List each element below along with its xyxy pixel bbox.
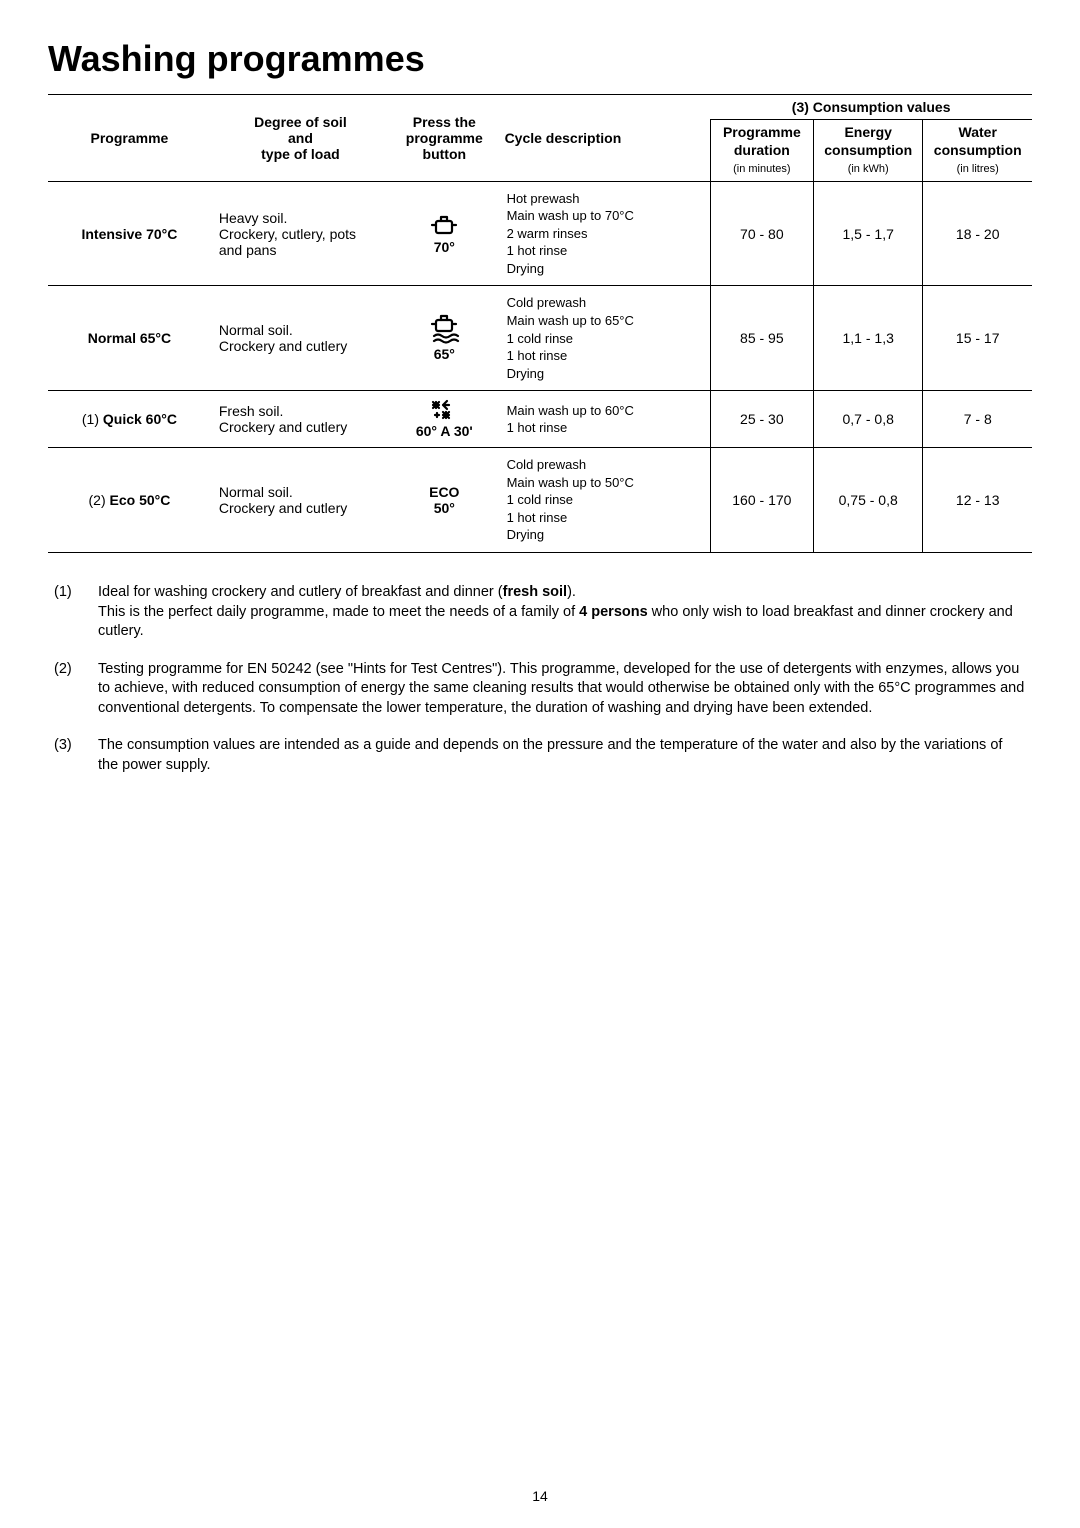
button-label: 65° — [398, 346, 491, 362]
footnote-bold: 4 persons — [579, 604, 648, 620]
sparkle-icon — [429, 399, 459, 421]
cell-soil: Normal soil. Crockery and cutlery — [211, 286, 390, 391]
table-row: Normal 65°C Normal soil. Crockery and cut… — [48, 286, 1032, 391]
footnote-3: The consumption values are intended as a… — [54, 736, 1026, 775]
cell-button: ECO 50° — [390, 448, 499, 553]
cell-programme: Intensive 70°C — [48, 181, 211, 286]
cell-energy: 0,7 - 0,8 — [813, 391, 923, 448]
cell-button: 60° A 30' — [390, 391, 499, 448]
th-cycle: Cycle description — [499, 95, 711, 182]
cell-duration: 160 - 170 — [710, 448, 813, 553]
cell-programme: (2) Eco 50°C — [48, 448, 211, 553]
th-energy-unit: (in kWh) — [848, 163, 889, 175]
button-label: 60° A 30' — [398, 423, 491, 439]
table-row: (2) Eco 50°CNormal soil. Crockery and cu… — [48, 448, 1032, 553]
cell-water: 18 - 20 — [923, 181, 1032, 286]
page-number: 14 — [0, 1488, 1080, 1504]
footnote-1: Ideal for washing crockery and cutlery o… — [54, 583, 1026, 642]
page-title: Washing programmes — [48, 38, 1032, 80]
cell-duration: 85 - 95 — [710, 286, 813, 391]
cell-duration: 70 - 80 — [710, 181, 813, 286]
pot-waves-icon — [428, 314, 460, 344]
footnotes: Ideal for washing crockery and cutlery o… — [48, 583, 1032, 776]
programme-name: Quick 60°C — [103, 411, 177, 427]
th-energy: Energy consumption (in kWh) — [813, 120, 923, 182]
footnote-text: Ideal for washing crockery and cutlery o… — [98, 584, 503, 600]
th-energy-label: Energy consumption — [824, 124, 912, 158]
cell-water: 12 - 13 — [923, 448, 1032, 553]
cell-button: 65° — [390, 286, 499, 391]
cell-programme: Normal 65°C — [48, 286, 211, 391]
cell-cycle: Hot prewash Main wash up to 70°C 2 warm … — [499, 181, 711, 286]
cell-energy: 1,1 - 1,3 — [813, 286, 923, 391]
table-header-row: Programme Degree of soil and type of loa… — [48, 95, 1032, 120]
programmes-table: Programme Degree of soil and type of loa… — [48, 94, 1032, 553]
th-soil: Degree of soil and type of load — [211, 95, 390, 182]
button-label: 70° — [398, 239, 491, 255]
cell-button: 70° — [390, 181, 499, 286]
footnote-bold: fresh soil — [503, 584, 567, 600]
cell-cycle: Cold prewash Main wash up to 65°C 1 cold… — [499, 286, 711, 391]
cell-cycle: Cold prewash Main wash up to 50°C 1 cold… — [499, 448, 711, 553]
th-water: Water consumption (in litres) — [923, 120, 1032, 182]
programme-name: Eco 50°C — [110, 492, 171, 508]
footnote-text: The consumption values are intended as a… — [98, 737, 1002, 773]
th-consumption-group: (3) Consumption values — [710, 95, 1032, 120]
th-button: Press the programme button — [390, 95, 499, 182]
pot-icon — [429, 213, 459, 237]
footnote-text: Testing programme for EN 50242 (see "Hin… — [98, 661, 1024, 716]
th-water-unit: (in litres) — [957, 163, 999, 175]
button-label: ECO 50° — [398, 484, 491, 516]
table-row: (1) Quick 60°CFresh soil. Crockery and c… — [48, 391, 1032, 448]
cell-energy: 1,5 - 1,7 — [813, 181, 923, 286]
cell-soil: Fresh soil. Crockery and cutlery — [211, 391, 390, 448]
table-row: Intensive 70°C Heavy soil. Crockery, cutl… — [48, 181, 1032, 286]
cell-cycle: Main wash up to 60°C 1 hot rinse — [499, 391, 711, 448]
programme-prefix: (2) — [89, 492, 110, 508]
th-programme: Programme — [48, 95, 211, 182]
th-duration-label: Programme duration — [723, 124, 801, 158]
cell-duration: 25 - 30 — [710, 391, 813, 448]
cell-energy: 0,75 - 0,8 — [813, 448, 923, 553]
cell-programme: (1) Quick 60°C — [48, 391, 211, 448]
cell-soil: Normal soil. Crockery and cutlery — [211, 448, 390, 553]
th-duration: Programme duration (in minutes) — [710, 120, 813, 182]
programme-name: Intensive 70°C — [81, 226, 177, 242]
document-page: Washing programmes Programme Degree of s… — [0, 0, 1080, 1528]
footnote-2: Testing programme for EN 50242 (see "Hin… — [54, 660, 1026, 719]
cell-soil: Heavy soil. Crockery, cutlery, pots and … — [211, 181, 390, 286]
cell-water: 15 - 17 — [923, 286, 1032, 391]
th-water-label: Water consumption — [934, 124, 1022, 158]
programme-name: Normal 65°C — [88, 330, 171, 346]
programme-prefix: (1) — [82, 411, 103, 427]
cell-water: 7 - 8 — [923, 391, 1032, 448]
footnote-text: This is the perfect daily programme, mad… — [98, 604, 579, 620]
th-duration-unit: (in minutes) — [733, 163, 790, 175]
footnote-text: ). — [567, 584, 576, 600]
